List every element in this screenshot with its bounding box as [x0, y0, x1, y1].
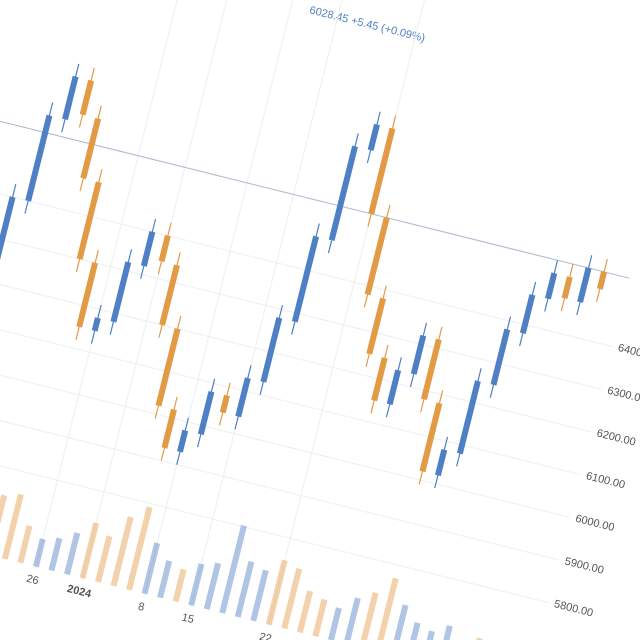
volume-bar [0, 494, 8, 556]
candle-body [419, 402, 443, 473]
candle-body [76, 181, 102, 260]
candle-body [25, 114, 53, 202]
volume-bar [250, 569, 269, 622]
x-tick-label: 22 [258, 631, 273, 640]
candle-body [155, 328, 181, 407]
volume-bar [79, 522, 100, 579]
candle-body [62, 75, 79, 121]
grid-line [190, 0, 417, 608]
volume-bar [359, 592, 379, 640]
candle-body [328, 145, 358, 241]
volume-bar [32, 538, 46, 568]
volume-bar [64, 532, 81, 576]
candle-body [561, 276, 573, 300]
candle-body [177, 429, 189, 453]
volume-bar [188, 563, 205, 607]
volume-bar [421, 630, 435, 640]
x-tick-label: 8 [137, 601, 146, 614]
candle-body [420, 338, 442, 401]
grid-line [81, 0, 308, 581]
volume-bar [126, 506, 153, 591]
x-tick-label: 15 [180, 611, 195, 626]
volume-bar [281, 568, 303, 630]
candle-body [368, 127, 396, 215]
x-tick-label: 2024 [66, 583, 94, 601]
grid-line [0, 315, 560, 561]
grid-line [34, 0, 261, 569]
candle-body [519, 294, 536, 334]
volume-bar [327, 607, 342, 640]
candle-body [235, 377, 251, 418]
candle-body [219, 394, 230, 414]
volume-bar [312, 598, 328, 637]
candle-body [0, 196, 16, 284]
candle-body [366, 297, 387, 355]
candle-body [410, 334, 427, 375]
reference-line [0, 33, 630, 279]
candle-body [596, 271, 607, 290]
volume-bar [265, 559, 288, 626]
candle-body [91, 317, 101, 332]
candle-body [260, 317, 283, 383]
volume-bar [343, 597, 361, 640]
volume-bar [1, 493, 24, 560]
candle-body [161, 408, 177, 449]
x-tick-label: 26 [25, 573, 40, 588]
candle-body [159, 264, 180, 326]
volume-bar [374, 577, 399, 640]
volume-bar [436, 625, 453, 640]
grid-line [0, 229, 581, 476]
candle-body [386, 369, 402, 406]
volume-bar [296, 590, 314, 634]
volume-bar [157, 560, 173, 599]
candle-body [140, 231, 156, 267]
volume-bar [48, 537, 63, 572]
candle-body [197, 390, 215, 436]
candle-body [158, 234, 171, 263]
candle-body [456, 380, 481, 455]
candle-body [577, 267, 592, 303]
candle-body [76, 262, 99, 328]
volume-bar [390, 604, 409, 640]
volume-bar [203, 562, 222, 610]
grid-line [0, 357, 549, 604]
candle-body [371, 357, 388, 402]
candle-body [435, 449, 448, 477]
volume-bar [17, 525, 33, 564]
candle-body [367, 123, 380, 151]
candle-body [545, 272, 558, 300]
volume-bar [172, 568, 187, 603]
volume-bar [405, 621, 421, 640]
grid-line [0, 272, 570, 518]
candle-body [490, 328, 511, 386]
candle-body [79, 79, 95, 116]
volume-bar [141, 542, 161, 595]
candle-body [291, 235, 320, 323]
volume-bar [95, 535, 113, 583]
candle-body [80, 117, 102, 180]
volume-bar [234, 561, 255, 618]
volume-bar [110, 516, 134, 587]
candle-body [364, 216, 390, 296]
candle-body [110, 261, 132, 323]
volume-bar [219, 524, 247, 614]
grid-line [0, 101, 613, 347]
